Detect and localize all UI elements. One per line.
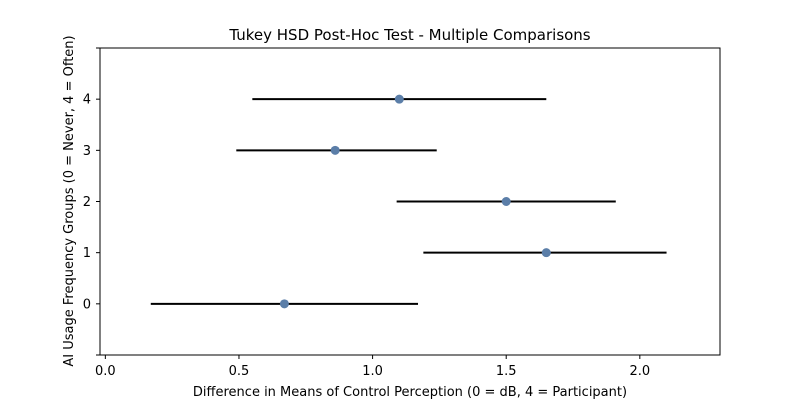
mean-marker-0: [279, 299, 289, 309]
mean-marker-2: [501, 197, 511, 206]
x-axis-label: Difference in Means of Control Perceptio…: [193, 385, 627, 400]
y-tick-label: 4: [83, 93, 91, 108]
x-tick-label: 1.5: [496, 364, 517, 379]
x-axis: 0.0 0.5 1.0 1.5 2.0: [95, 355, 650, 379]
mean-marker-4: [394, 94, 404, 104]
mean-marker-3: [330, 145, 340, 155]
x-tick-label: 0.0: [95, 364, 116, 379]
mean-marker-1: [541, 248, 551, 258]
y-axis: 0 1 2 3 4: [83, 47, 100, 356]
y-tick-label: 3: [83, 144, 91, 159]
x-tick-label: 2.0: [629, 364, 650, 379]
y-tick-label: 1: [83, 246, 91, 261]
chart-title: Tukey HSD Post-Hoc Test - Multiple Compa…: [228, 26, 590, 44]
y-axis-label: AI Usage Frequency Groups (0 = Never, 4 …: [62, 35, 77, 366]
y-tick-label: 0: [83, 297, 91, 312]
y-tick-label: 2: [83, 195, 91, 210]
x-tick-label: 1.0: [362, 364, 383, 379]
error-bars: [150, 94, 667, 309]
x-tick-label: 0.5: [229, 364, 250, 379]
